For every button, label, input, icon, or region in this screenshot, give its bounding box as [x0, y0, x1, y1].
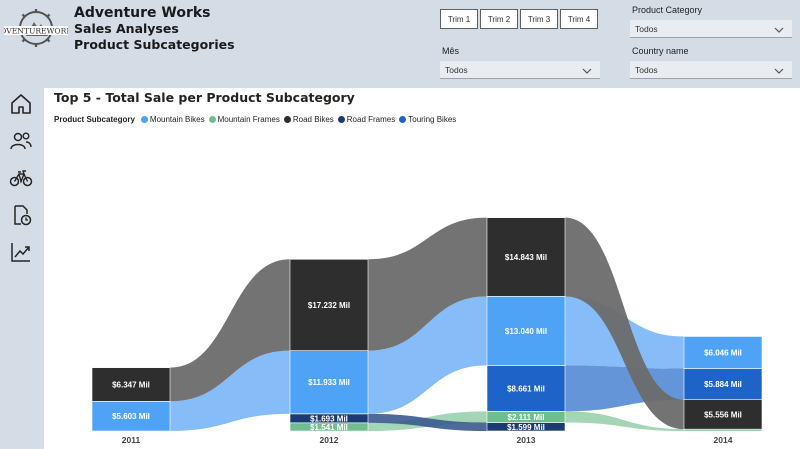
country-slicer[interactable]: Todos: [630, 61, 792, 79]
data-label-road-bikes-2011: $6.347 Mil: [112, 380, 150, 389]
header-titles: Adventure Works Sales Analyses Product S…: [74, 5, 235, 53]
customers-icon[interactable]: [9, 129, 33, 153]
chart-panel: Top 5 - Total Sale per Product Subcatego…: [44, 88, 800, 449]
quarter-button-3[interactable]: Trim 3: [520, 9, 558, 29]
adventure-works-logo: ADVENTUREWORKS: [4, 9, 68, 47]
legend-label: Road Frames: [346, 115, 396, 124]
quarter-button-1[interactable]: Trim 1: [440, 9, 478, 29]
report-clock-icon[interactable]: [9, 203, 33, 227]
ribbon-mountain-frames-2013-2014[interactable]: [565, 411, 684, 431]
chart-title: Top 5 - Total Sale per Product Subcatego…: [54, 90, 355, 105]
month-slicer-value: Todos: [445, 65, 468, 75]
data-label-road-bikes-2013: $14.843 Mil: [505, 253, 547, 262]
ribbon-road-bikes-2013-2014[interactable]: [565, 217, 684, 430]
page-title: Product Subcategories: [74, 37, 235, 52]
bar-segment-road-bikes-2013[interactable]: [486, 217, 566, 297]
bar-segment-road-bikes-2012[interactable]: [289, 258, 369, 351]
bar-segment-mountain-bikes-2013[interactable]: [486, 296, 566, 366]
x-tick-label: 2011: [122, 435, 141, 445]
data-label-mountain-frames-2013: $2.111 Mil: [508, 413, 545, 422]
legend-item-road-bikes[interactable]: Road Bikes: [283, 115, 334, 124]
ribbon-chart: $5.603 Mil $6.347 Mil $1.541 Mil$1.693 Mil…: [91, 217, 763, 445]
chevron-down-icon: [774, 20, 784, 38]
data-label-mountain-frames-2012: $1.541 Mil: [310, 423, 348, 432]
legend-item-mountain-bikes[interactable]: Mountain Bikes: [140, 115, 205, 124]
data-label-road-frames-2013: $1.599 Mil: [507, 423, 545, 432]
data-label-road-bikes-2014: $5.556 Mil: [704, 410, 742, 419]
x-tick-label: 2013: [517, 435, 536, 445]
category-slicer-value: Todos: [635, 24, 658, 34]
country-slicer-value: Todos: [635, 65, 658, 75]
legend-item-touring-bikes[interactable]: Touring Bikes: [399, 115, 456, 124]
bike-icon[interactable]: [9, 166, 33, 190]
legend-dot: [140, 116, 148, 123]
chevron-down-icon: [582, 61, 592, 79]
data-label-mountain-bikes-2014: $6.046 Mil: [704, 348, 742, 357]
category-slicer-label: Product Category: [632, 5, 703, 15]
legend-dot: [208, 116, 216, 123]
data-label-touring-bikes-2013: $8.661 Mil: [507, 384, 545, 393]
app-subtitle: Sales Analyses: [74, 21, 179, 36]
ribbon-road-bikes-2011-2012[interactable]: [170, 259, 290, 402]
x-tick-label: 2012: [320, 435, 339, 445]
country-slicer-label: Country name: [632, 46, 689, 56]
ribbon-mountain-bikes-2011-2012[interactable]: [170, 350, 290, 431]
ribbon-road-frames-2012-2013[interactable]: [368, 413, 487, 431]
legend-item-mountain-frames[interactable]: Mountain Frames: [208, 115, 280, 124]
ribbon-mountain-bikes-2012-2013[interactable]: [368, 296, 487, 414]
bar-segment-mountain-bikes-2011[interactable]: [91, 401, 171, 432]
quarter-button-4[interactable]: Trim 4: [560, 9, 598, 29]
legend-item-road-frames[interactable]: Road Frames: [337, 115, 396, 124]
legend-dot: [283, 116, 291, 123]
data-label-mountain-bikes-2012: $11.933 Mil: [308, 378, 350, 387]
logo-text: ADVENTUREWORKS: [4, 27, 68, 36]
data-label-mountain-bikes-2011: $5.603 Mil: [112, 412, 150, 421]
bar-segment-mountain-bikes-2014[interactable]: [683, 336, 763, 369]
legend-dot: [337, 116, 345, 123]
category-slicer[interactable]: Todos: [630, 20, 792, 38]
legend-label: Touring Bikes: [408, 115, 457, 124]
legend-label: Mountain Bikes: [149, 115, 205, 124]
legend-label: Road Bikes: [292, 115, 334, 124]
quarter-button-2[interactable]: Trim 2: [480, 9, 518, 29]
month-slicer-label: Mês: [442, 46, 460, 56]
legend-label: Mountain Frames: [217, 115, 280, 124]
legend-title: Product Subcategory: [54, 115, 135, 124]
trend-chart-icon[interactable]: [9, 240, 33, 264]
x-tick-label: 2014: [714, 435, 733, 445]
data-label-road-frames-2012: $1.693 Mil: [310, 414, 348, 423]
month-slicer[interactable]: Todos: [440, 61, 600, 79]
home-icon[interactable]: [9, 92, 33, 116]
chevron-down-icon: [774, 61, 784, 79]
bar-segment-road-bikes-2011[interactable]: [91, 367, 171, 402]
app-title: Adventure Works: [74, 5, 211, 21]
data-label-road-bikes-2012: $17.232 Mil: [308, 301, 350, 310]
ribbon-road-bikes-2012-2013[interactable]: [368, 217, 487, 351]
bar-segment-mountain-bikes-2012[interactable]: [289, 350, 369, 415]
legend-dot: [399, 116, 407, 123]
chart-legend: Product Subcategory Mountain Bikes Mount…: [54, 115, 460, 124]
data-label-mountain-bikes-2013: $13.040 Mil: [505, 327, 547, 336]
bar-segment-touring-bikes-2013[interactable]: [486, 365, 566, 412]
data-label-touring-bikes-2014: $5.884 Mil: [704, 380, 742, 389]
